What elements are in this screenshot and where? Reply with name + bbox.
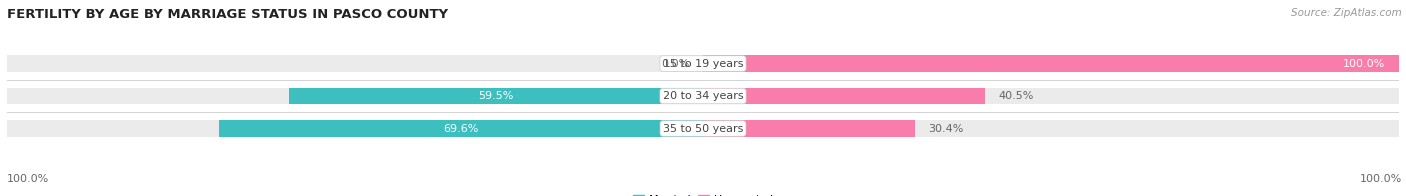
Text: 0.0%: 0.0% bbox=[661, 59, 689, 69]
Bar bbox=[703, 55, 1399, 72]
Text: 100.0%: 100.0% bbox=[7, 174, 49, 184]
Bar bbox=[7, 88, 1399, 104]
Text: 15 to 19 years: 15 to 19 years bbox=[662, 59, 744, 69]
Text: Source: ZipAtlas.com: Source: ZipAtlas.com bbox=[1291, 8, 1402, 18]
Bar bbox=[218, 120, 703, 137]
Legend: Married, Unmarried: Married, Unmarried bbox=[628, 191, 778, 196]
Text: 59.5%: 59.5% bbox=[478, 91, 513, 101]
Text: 100.0%: 100.0% bbox=[1343, 59, 1385, 69]
Bar bbox=[7, 55, 1399, 72]
Bar bbox=[7, 120, 1399, 137]
Text: FERTILITY BY AGE BY MARRIAGE STATUS IN PASCO COUNTY: FERTILITY BY AGE BY MARRIAGE STATUS IN P… bbox=[7, 8, 449, 21]
Text: 30.4%: 30.4% bbox=[928, 123, 965, 133]
Text: 20 to 34 years: 20 to 34 years bbox=[662, 91, 744, 101]
Bar bbox=[703, 120, 914, 137]
Bar bbox=[288, 88, 703, 104]
Bar bbox=[703, 88, 984, 104]
Text: 69.6%: 69.6% bbox=[443, 123, 478, 133]
Text: 35 to 50 years: 35 to 50 years bbox=[662, 123, 744, 133]
Text: 40.5%: 40.5% bbox=[998, 91, 1035, 101]
Text: 100.0%: 100.0% bbox=[1360, 174, 1402, 184]
